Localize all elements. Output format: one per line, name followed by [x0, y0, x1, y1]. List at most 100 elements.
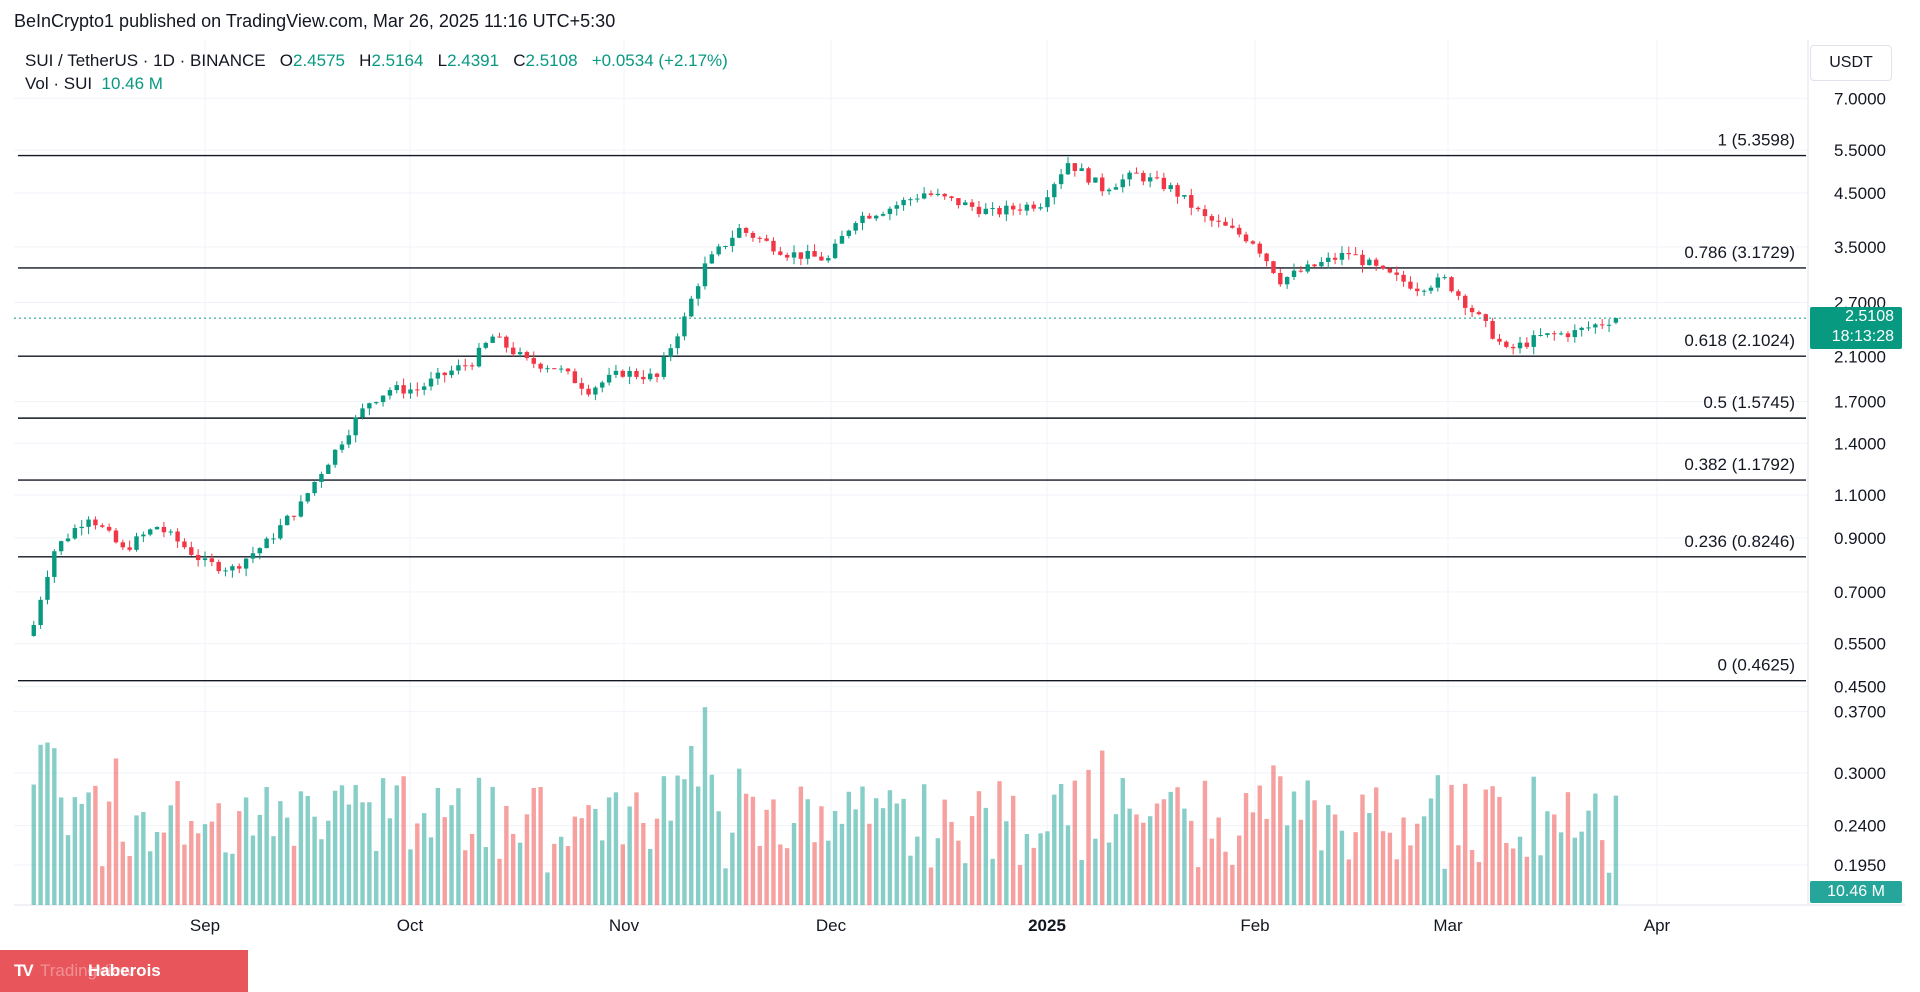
candle-body — [606, 374, 612, 383]
volume-bar — [148, 851, 153, 905]
volume-bar — [517, 842, 523, 905]
volume-bar — [1189, 820, 1194, 905]
candle-body — [517, 352, 523, 355]
candle-body — [1243, 234, 1249, 242]
volume-bar — [1401, 817, 1406, 905]
candle-body — [291, 515, 297, 517]
volume-bar — [100, 866, 105, 905]
price-tick-label: 2.1000 — [1834, 347, 1886, 366]
candle-body — [1250, 241, 1256, 244]
candle-body — [983, 208, 988, 215]
candle-body — [312, 481, 317, 494]
volume-bar — [421, 813, 427, 905]
candle-body — [1127, 172, 1132, 180]
candle-body — [723, 246, 728, 248]
volume-bar — [476, 777, 482, 905]
candle-body — [1113, 187, 1119, 190]
volume-bar — [511, 833, 516, 905]
volume-bar — [737, 768, 742, 905]
candle-body — [456, 365, 461, 371]
candle-body — [819, 256, 824, 261]
candle-body — [497, 336, 502, 338]
volume-bar — [380, 778, 386, 905]
bar-countdown: 18:13:28 — [1831, 328, 1894, 346]
volume-bar — [93, 785, 98, 905]
volume-bar — [168, 805, 173, 905]
volume-bar — [1483, 789, 1488, 905]
volume-bar — [826, 840, 831, 905]
volume-label[interactable]: Vol · SUI — [25, 74, 93, 93]
candle-body — [613, 370, 619, 375]
price-tick-label: 7.0000 — [1834, 89, 1886, 108]
volume-bar — [928, 867, 934, 905]
volume-bar — [1421, 816, 1427, 905]
candle-body — [421, 386, 427, 390]
volume-bar — [860, 786, 865, 905]
candle-body — [237, 566, 242, 569]
volume-bar — [1572, 837, 1578, 905]
candle-body — [1237, 227, 1242, 235]
candle-body — [860, 215, 865, 224]
candle-body — [1038, 207, 1043, 209]
candle-body — [565, 368, 571, 372]
volume-bar — [1463, 783, 1468, 905]
candle-body — [1442, 277, 1447, 279]
volume-bar — [52, 748, 57, 905]
volume-bar — [367, 802, 372, 905]
candle-body — [298, 501, 304, 517]
candle-body — [839, 235, 845, 244]
volume-bar — [791, 823, 797, 905]
price-tick-label: 5.5000 — [1834, 141, 1886, 160]
candle-body — [524, 352, 530, 359]
volume-bar — [1579, 831, 1584, 905]
volume-bar — [161, 832, 167, 905]
candle-body — [1147, 177, 1153, 182]
candle-body — [141, 534, 146, 537]
candle-body — [52, 551, 57, 577]
volume-bar — [113, 758, 119, 905]
volume-bar — [915, 836, 920, 905]
volume-bar — [1504, 842, 1509, 905]
volume-bar — [1141, 822, 1146, 905]
close-label: C — [513, 51, 526, 70]
volume-bar — [647, 849, 653, 905]
candle-body — [634, 370, 639, 377]
volume-bar — [620, 844, 625, 905]
candle-body — [620, 370, 625, 377]
currency-button[interactable]: USDT — [1810, 45, 1892, 81]
volume-bar — [319, 839, 324, 905]
volume-bar — [305, 795, 310, 905]
candle-body — [791, 252, 797, 258]
candle-body — [709, 254, 715, 264]
volume-bar — [237, 811, 242, 905]
symbol-legend: SUI / TetherUS · 1D · BINANCE O2.4575 H2… — [25, 49, 728, 95]
volume-bar — [771, 799, 776, 905]
price-tick-label: 0.4500 — [1834, 678, 1886, 697]
volume-bar — [908, 855, 913, 905]
price-tick-label: 1.1000 — [1834, 486, 1886, 505]
volume-bar — [1250, 812, 1256, 905]
volume-bar — [339, 785, 345, 905]
volume-bar — [1209, 838, 1215, 905]
candle-body — [1230, 225, 1235, 228]
volume-bar — [1408, 845, 1413, 905]
candle-body — [579, 383, 584, 389]
volume-bar — [1565, 792, 1571, 905]
time-tick-label: Feb — [1240, 916, 1269, 935]
volume-bar — [408, 849, 413, 905]
volume-bar — [353, 785, 358, 905]
candle-body — [65, 538, 71, 542]
watermark-banner: TV TradingView Haberois — [0, 950, 248, 992]
open-value: 2.4575 — [293, 51, 345, 70]
candle-body — [387, 390, 393, 396]
candle-body — [949, 196, 954, 199]
symbol-name[interactable]: SUI / TetherUS · 1D · BINANCE — [25, 51, 266, 70]
volume-bar — [1593, 793, 1598, 905]
candle-body — [1538, 335, 1543, 337]
volume-bar — [257, 814, 262, 905]
candle-body — [956, 198, 961, 206]
candle-body — [798, 252, 804, 259]
candle-body — [805, 251, 810, 259]
candle-body — [58, 541, 64, 552]
